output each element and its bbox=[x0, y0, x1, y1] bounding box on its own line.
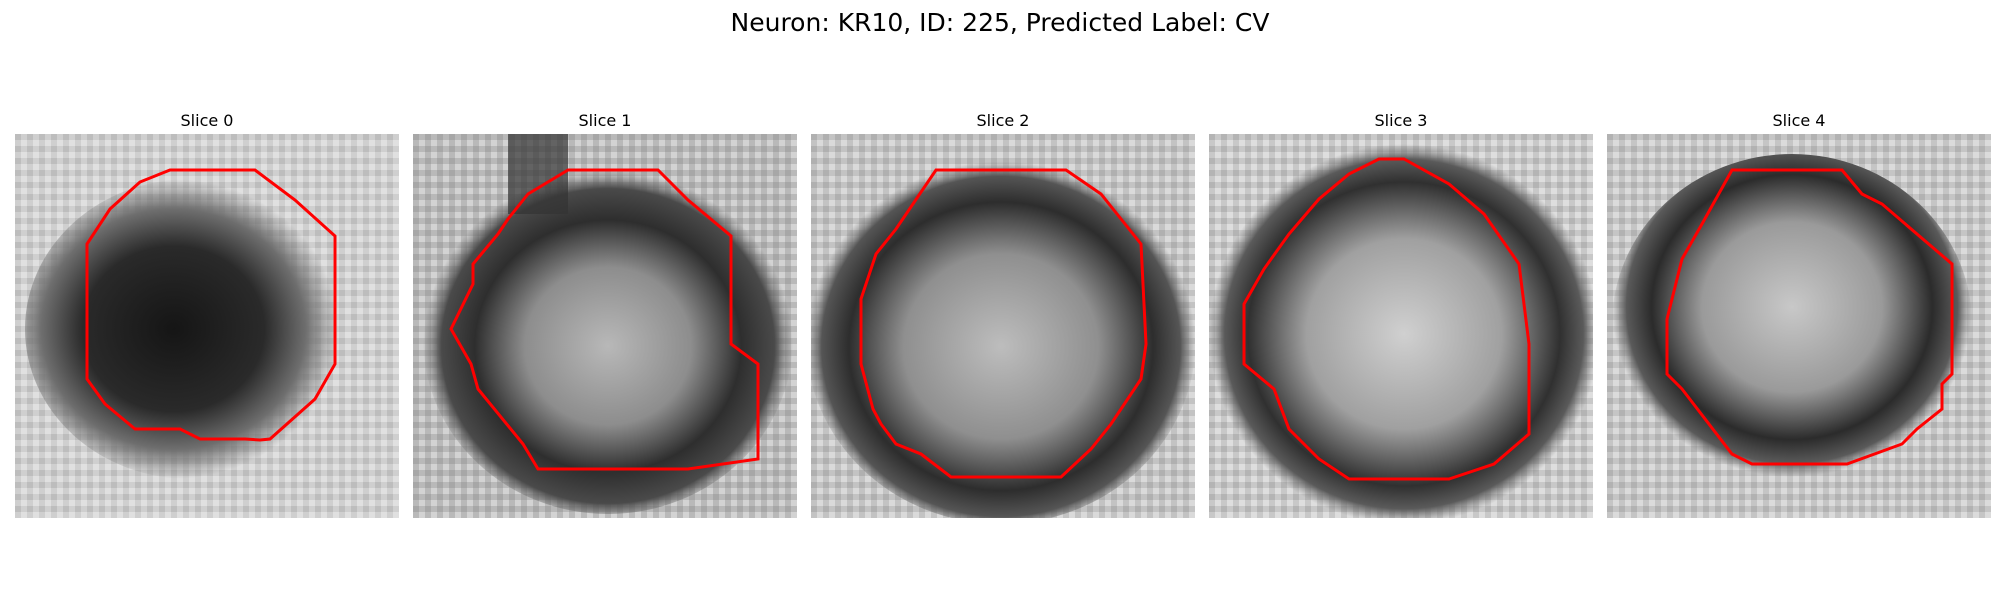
slice-image-3 bbox=[1209, 134, 1593, 518]
contour-2 bbox=[859, 168, 1148, 479]
slice-title-2: Slice 2 bbox=[976, 111, 1030, 130]
slice-panel-2: Slice 2 bbox=[811, 108, 1195, 518]
slice-panel-0: Slice 0 bbox=[15, 108, 399, 518]
slice-title-3: Slice 3 bbox=[1374, 111, 1428, 130]
slice-panel-4: Slice 4 bbox=[1607, 108, 1991, 518]
slice-title-0: Slice 0 bbox=[180, 111, 234, 130]
slice-title-1: Slice 1 bbox=[578, 111, 632, 130]
contour-1 bbox=[449, 168, 760, 471]
slice-image-2 bbox=[811, 134, 1195, 518]
figure-title: Neuron: KR10, ID: 225, Predicted Label: … bbox=[730, 8, 1270, 37]
contour-4 bbox=[1665, 168, 1954, 466]
slice-image-4 bbox=[1607, 134, 1991, 518]
slice-panel-3: Slice 3 bbox=[1209, 108, 1593, 518]
slice-title-4: Slice 4 bbox=[1772, 111, 1826, 130]
contour-3 bbox=[1242, 157, 1531, 481]
slice-image-0 bbox=[15, 134, 399, 518]
slice-image-1 bbox=[413, 134, 797, 518]
contour-0 bbox=[85, 168, 337, 442]
slice-panel-1: Slice 1 bbox=[413, 108, 797, 518]
